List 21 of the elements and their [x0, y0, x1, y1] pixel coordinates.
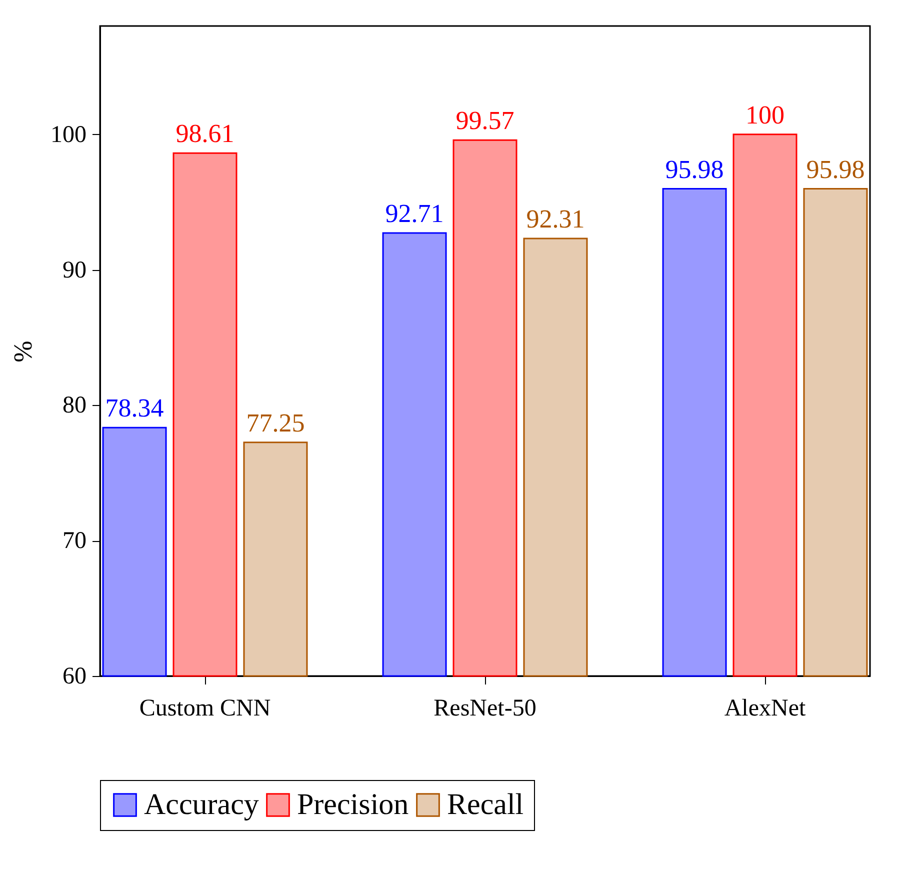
y-tick-label: 70: [62, 528, 86, 554]
x-tick-label: ResNet-50: [434, 696, 536, 722]
x-tick-label: Custom CNN: [139, 696, 271, 722]
data-label: 78.34: [105, 394, 164, 423]
data-label: 99.57: [456, 106, 514, 136]
data-label: 95.98: [806, 154, 865, 184]
data-label: 98.61: [176, 119, 234, 148]
x-tick-label: AlexNet: [724, 696, 806, 722]
y-tick-label: 60: [62, 664, 86, 690]
legend-label: Precision: [297, 788, 409, 821]
y-tick-label: 100: [50, 122, 86, 148]
y-axis-title: %: [8, 340, 38, 362]
y-tick-label: 80: [62, 392, 86, 419]
data-label: 95.98: [665, 154, 724, 184]
data-label: 100: [746, 100, 784, 130]
data-label: 92.31: [526, 204, 585, 234]
y-tick-label: 90: [62, 257, 86, 284]
legend-label: Recall: [447, 788, 524, 821]
data-label: 92.71: [385, 199, 444, 228]
legend-label: Accuracy: [144, 788, 259, 821]
data-label: 77.25: [246, 408, 305, 438]
